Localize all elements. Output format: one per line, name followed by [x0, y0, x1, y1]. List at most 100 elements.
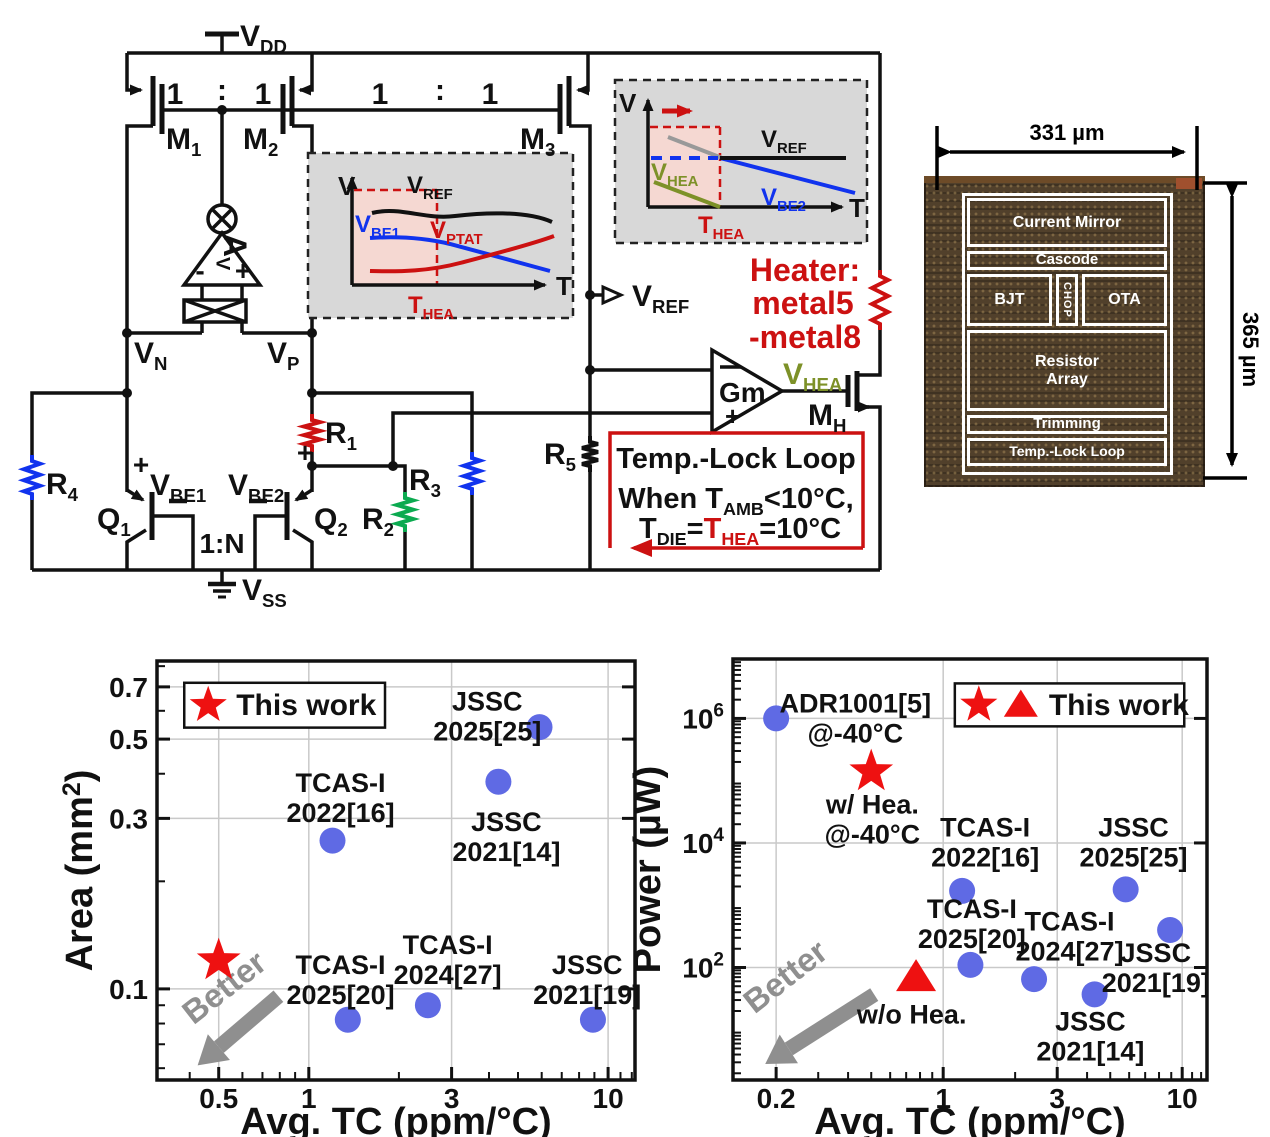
mirror-ratio-b-2: 1 [482, 78, 499, 111]
heater-note-2: metal5 [752, 285, 853, 321]
loop-line3-part: DIE [657, 529, 687, 549]
r5-label-part: R [544, 438, 566, 471]
insetL-vref-part: V [407, 172, 423, 199]
x-tick-label: 0.5 [199, 1083, 238, 1114]
y-tick-label-main: 0.1 [109, 974, 148, 1005]
vbe2-plus: + [297, 437, 313, 468]
loop-line3: TDIE=THEA=10°C [639, 513, 841, 549]
vref-out-label-part: REF [652, 296, 689, 317]
av-label-part: V [211, 257, 233, 271]
vp-label-part: P [287, 353, 299, 374]
mirror-ratio-b-2-part: 1 [482, 78, 499, 111]
x-tick-label: 3 [444, 1083, 460, 1114]
y-axis-title-part: Power (µW) [627, 766, 669, 974]
die-block-label: OTA [1108, 291, 1141, 309]
vss-label: VSS [242, 574, 287, 611]
av-label: AV [211, 234, 253, 271]
point-label-line: w/o Hea. [856, 999, 967, 1029]
data-point-jssc-2025-25- [1112, 876, 1139, 903]
data-point-jssc-2021-14- [485, 768, 512, 795]
vptat-curve [369, 234, 555, 274]
x-tick-label: 3 [1049, 1083, 1065, 1114]
die-block-resistor-array: Resistor Array [967, 330, 1167, 411]
die-block-bjt: BJT [967, 274, 1052, 326]
die-block-temp-lock-loop: Temp.-Lock Loop [967, 438, 1167, 466]
vref-out-label-part: V [632, 280, 652, 313]
resistor-r3 [457, 452, 487, 495]
point-label-line: 2024[27] [1015, 936, 1123, 966]
heater-note-3-part: -metal8 [749, 319, 861, 355]
loop-line3-part: T [704, 513, 722, 545]
point-label: JSSC 2021[19] [1102, 938, 1210, 998]
insetL-v-part: V [338, 171, 356, 201]
y-tick-label-exp: 6 [713, 700, 724, 721]
vbe1-label-part: BE1 [170, 485, 206, 506]
r4-label-part: R [46, 468, 68, 501]
r5-label-part: 5 [566, 454, 576, 475]
point-label: JSSC 2021[14] [452, 807, 560, 867]
insetR-vref-part: V [761, 126, 777, 153]
point-label-line: @-40°C [807, 718, 903, 748]
loop-line3-part: HEA [721, 529, 759, 549]
plot-frame [731, 657, 1209, 1082]
r4-label: R4 [46, 468, 79, 505]
insetR-v-part: V [619, 88, 637, 118]
q1-label: Q1 [97, 503, 131, 540]
m1-label-part: M [166, 123, 191, 156]
point-label-line: 2021[14] [452, 837, 560, 867]
vbe1-label: VBE1 [150, 469, 206, 506]
heater-resistor [867, 270, 893, 330]
insetR-vref-part: REF [777, 141, 807, 157]
point-label: JSSC 2025[25] [1079, 813, 1187, 873]
insetR-vhea-part: V [651, 159, 667, 186]
q2-label: Q2 [314, 503, 348, 540]
better-arrow [784, 988, 879, 1056]
point-label: JSSC 2025[25] [433, 687, 541, 747]
heater-note-3: -metal8 [749, 319, 861, 355]
point-label: TCAS-I 2024[27] [1015, 906, 1123, 966]
heater-note-1-part: Heater: [750, 252, 860, 288]
die-dimension-arrows [935, 126, 1247, 480]
y-axis-title-part: 2 [58, 782, 86, 796]
data-point-jssc-2021-19- [1157, 917, 1184, 944]
heater-note-2-part: metal5 [752, 285, 853, 321]
data-point-jssc-2025-25- [526, 714, 553, 741]
q1-label-part: 1 [120, 519, 130, 540]
mirror-ratio-a-1: 1 [167, 78, 184, 111]
gm-amplifier [710, 346, 786, 436]
point-label-line: JSSC [1121, 938, 1192, 968]
x-axis-title: Avg. TC (ppm/°C) [240, 1101, 551, 1137]
insetR-vhea-part: HEA [667, 174, 699, 190]
y-tick-label: 102 [682, 949, 724, 983]
insetL-vref-part: REF [423, 187, 453, 203]
vp-label: VP [267, 337, 299, 374]
point-label: w/o Hea. [856, 999, 967, 1029]
die-block-label: Current Mirror [1012, 213, 1122, 231]
m1-label: M1 [166, 123, 201, 160]
point-label-line: TCAS-I [296, 950, 386, 980]
insetL-t-part: T [556, 271, 572, 301]
insetR-vbe2-part: BE2 [777, 199, 806, 215]
data-point-tcas-i-2024-27- [414, 992, 441, 1019]
point-label: TCAS-I 2025[20] [918, 894, 1026, 954]
m2-label: M2 [243, 123, 278, 160]
vref-output-port-icon [601, 284, 625, 306]
insetL-thea-part: T [408, 292, 423, 319]
insetR-t: T [849, 193, 865, 223]
gm-label: Gm [719, 377, 766, 408]
data-point-this-work-w-hea-40-c [849, 748, 894, 791]
resistor-r4 [17, 455, 47, 500]
point-label: JSSC 2021[14] [1036, 1007, 1144, 1067]
insetL-thea: THEA [408, 292, 454, 323]
mh-label: MH [808, 399, 846, 436]
data-point-tcas-i-2022-16- [319, 827, 346, 854]
y-axis-title: Area (mm2) [58, 770, 101, 972]
vn-label-part: V [134, 337, 154, 370]
data-point-tcas-i-2025-20- [334, 1006, 361, 1033]
data-point-adr1001-5-40-c [763, 705, 790, 732]
mirror-ratio-a-colon-part: : [217, 74, 227, 107]
comparison-charts: Better 0.5 1 3 10 0.1 0.3 0.5 0.7 Avg. TC (ppm/°C… [58, 657, 1210, 1137]
data-point-tcas-i-2025-20- [957, 951, 984, 978]
